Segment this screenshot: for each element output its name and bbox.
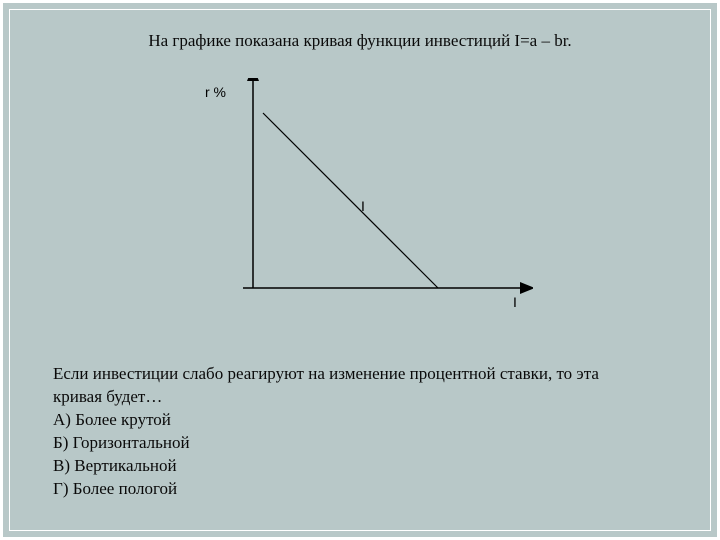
question-block: Если инвестиции слабо реагируют на измен… — [53, 363, 667, 501]
question-stem-line1: Если инвестиции слабо реагируют на измен… — [53, 363, 667, 386]
option-d: Г) Более пологой — [53, 478, 667, 501]
investment-chart: r % I I — [213, 78, 533, 308]
x-axis-label: I — [513, 294, 517, 310]
slide: На графике показана кривая функции инвес… — [0, 0, 720, 540]
chart-svg — [213, 78, 533, 308]
option-b: Б) Горизонтальной — [53, 432, 667, 455]
question-stem-line2: кривая будет… — [53, 386, 667, 409]
slide-title: На графике показана кривая функции инвес… — [3, 31, 717, 51]
option-c: В) Вертикальной — [53, 455, 667, 478]
investment-curve — [263, 113, 438, 288]
y-axis-label: r % — [205, 84, 226, 100]
curve-label: I — [361, 198, 365, 214]
option-a: А) Более крутой — [53, 409, 667, 432]
